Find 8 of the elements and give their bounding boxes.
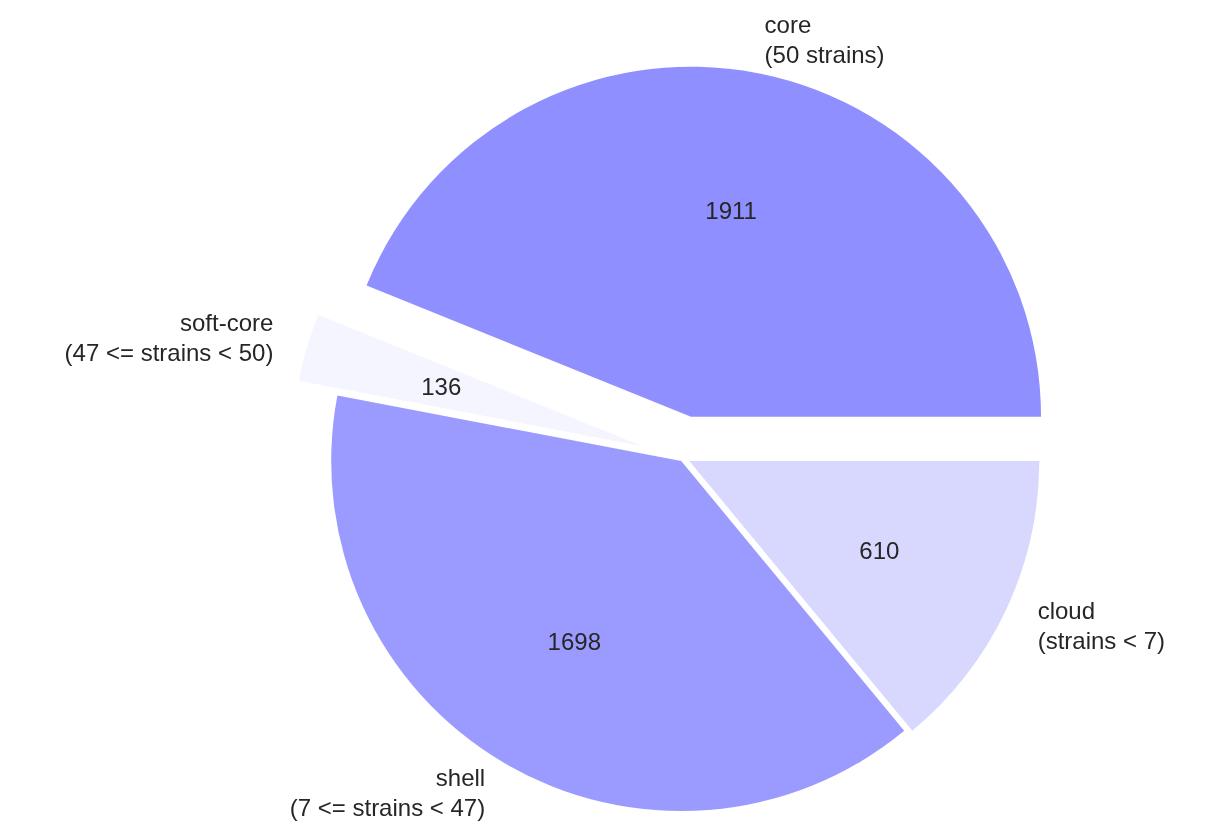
slice-label: shell (7 <= strains < 47) (289, 763, 486, 821)
data-label: 1698 (547, 628, 601, 656)
slice-label: soft-core (47 <= strains < 50) (64, 308, 274, 366)
data-label: 610 (859, 536, 900, 564)
data-label: 1911 (705, 197, 757, 225)
slice-label: cloud (strains < 7) (1037, 596, 1166, 654)
slice-label: core (50 strains) (764, 10, 885, 68)
data-label: 136 (421, 373, 462, 401)
